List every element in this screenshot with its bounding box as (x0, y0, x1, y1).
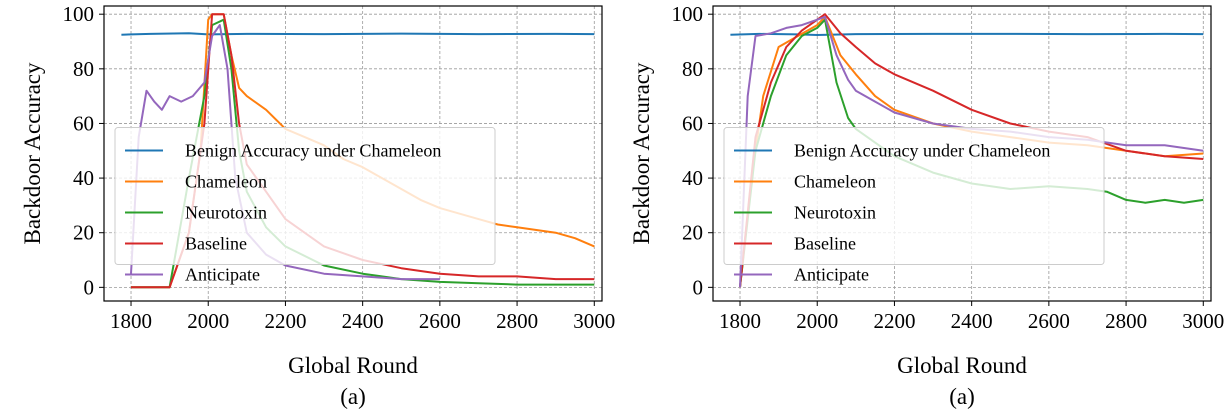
y-tick-label: 80 (682, 57, 703, 81)
y-tick-label: 20 (73, 221, 94, 245)
y-tick-label: 80 (73, 57, 94, 81)
y-tick-label: 60 (73, 111, 94, 135)
x-tick-label: 2200 (264, 309, 306, 333)
legend-box (114, 127, 496, 266)
y-tick-label: 0 (693, 275, 704, 299)
x-axis-label: Global Round (897, 353, 1027, 378)
chart-panel-2: Benign Accuracy under Chameleon Chameleon… (629, 2, 1224, 409)
chart-panel-1: Benign Accuracy under Chameleon Chameleon… (20, 2, 615, 409)
y-axis: 0 20 40 60 80 100 (63, 2, 104, 299)
y-axis-label: Backdoor Accuracy (629, 62, 654, 245)
legend-label: Chameleon (185, 172, 267, 192)
legend-label: Baseline (794, 234, 856, 254)
y-axis: 0 20 40 60 80 100 (672, 2, 713, 299)
series-line-benign-accuracy-under-chameleon (730, 32, 1204, 36)
plot-frame (712, 5, 1212, 302)
panel-caption: (a) (949, 384, 975, 409)
legend-label: Neurotoxin (185, 203, 267, 223)
legend-label: Anticipate (794, 265, 869, 285)
x-tick-label: 3000 (573, 309, 615, 333)
legend: Benign Accuracy under Chameleon Chameleon… (114, 127, 496, 285)
x-axis: 1800 2000 2200 2400 2600 2800 3000 (110, 301, 615, 333)
x-axis: 1800 2000 2200 2400 2600 2800 3000 (719, 301, 1224, 333)
legend-label: Anticipate (185, 265, 260, 285)
legend-label: Neurotoxin (794, 203, 876, 223)
x-tick-label: 2400 (342, 309, 384, 333)
legend-label: Benign Accuracy under Chameleon (185, 141, 441, 161)
y-tick-label: 100 (63, 2, 95, 26)
x-tick-label: 2000 (796, 309, 838, 333)
plot-frame (103, 5, 603, 302)
y-tick-label: 0 (84, 275, 95, 299)
y-tick-label: 60 (682, 111, 703, 135)
x-tick-label: 2800 (496, 309, 538, 333)
legend-label: Chameleon (794, 172, 876, 192)
legend-box (723, 127, 1105, 266)
x-tick-label: 3000 (1182, 309, 1224, 333)
x-tick-label: 2600 (419, 309, 461, 333)
x-tick-label: 2800 (1105, 309, 1147, 333)
x-tick-label: 2600 (1028, 309, 1070, 333)
panel-caption: (a) (340, 384, 366, 409)
series-line-benign-accuracy-under-chameleon (121, 32, 595, 36)
x-tick-label: 2200 (873, 309, 915, 333)
y-tick-label: 40 (73, 166, 94, 190)
y-axis-label: Backdoor Accuracy (20, 62, 45, 245)
y-tick-label: 40 (682, 166, 703, 190)
x-tick-label: 2000 (187, 309, 229, 333)
x-axis-label: Global Round (288, 353, 418, 378)
y-tick-label: 100 (672, 2, 704, 26)
x-tick-label: 1800 (719, 309, 761, 333)
legend-label: Baseline (185, 234, 247, 254)
y-tick-label: 20 (682, 221, 703, 245)
x-tick-label: 1800 (110, 309, 152, 333)
x-tick-label: 2400 (951, 309, 993, 333)
legend: Benign Accuracy under Chameleon Chameleon… (723, 127, 1105, 285)
legend-label: Benign Accuracy under Chameleon (794, 141, 1050, 161)
series-line-anticipate (130, 24, 440, 281)
